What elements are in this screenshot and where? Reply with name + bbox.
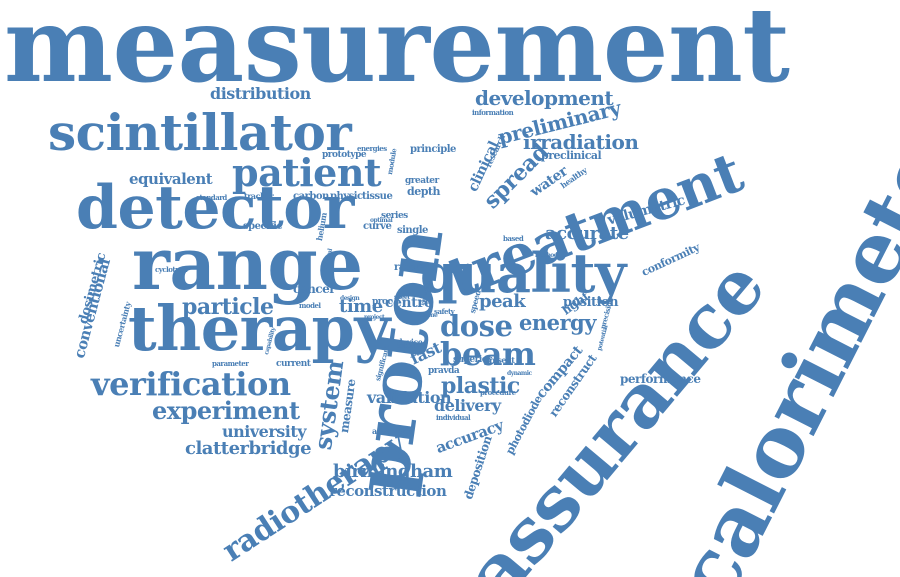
- word-energies: energies: [357, 144, 387, 153]
- word-advantage: advantage: [372, 426, 414, 436]
- word-rate: rate: [394, 262, 415, 273]
- word-individual: individual: [436, 413, 471, 422]
- word-validation: validation: [367, 388, 452, 407]
- word-clatterbridge: clatterbridge: [185, 438, 312, 459]
- word-volume: volume: [416, 312, 438, 319]
- word-safety: safety: [434, 307, 455, 316]
- word-range: range: [132, 221, 363, 306]
- word-time: time: [339, 296, 383, 317]
- word-performance: performance: [620, 372, 701, 386]
- word-tissue: tissue: [362, 191, 393, 202]
- word-method: method: [535, 252, 558, 259]
- word-optimal: optimal: [370, 217, 393, 224]
- word-therapy: therapy: [128, 292, 390, 365]
- word-depth: depth: [407, 185, 440, 198]
- word-information: information: [472, 108, 514, 117]
- word-peak: peak: [479, 291, 526, 312]
- word-parameter: parameter: [212, 359, 249, 368]
- word-design: design: [340, 295, 360, 302]
- word-birmingham: birmingham: [333, 461, 453, 482]
- word-position: position: [563, 295, 619, 310]
- word-proc: proc: [372, 297, 393, 307]
- word-accuracy: accuracy: [433, 416, 506, 458]
- word-detector: detector: [76, 173, 354, 243]
- word-patient: patient: [232, 150, 382, 195]
- word-particle: particle: [182, 294, 274, 320]
- word-centre: centre: [385, 295, 433, 311]
- word-irradiation: irradiation: [523, 130, 639, 154]
- word-plastic: plastic: [441, 373, 520, 399]
- word-dynamic: dynamic: [507, 370, 532, 377]
- word-greater: greater: [405, 176, 439, 186]
- word-university: university: [222, 422, 307, 441]
- word-distribution: distribution: [210, 84, 311, 103]
- word-measurement: measurement: [4, 0, 790, 106]
- word-project: project: [364, 314, 385, 321]
- word-experiment: experiment: [152, 396, 300, 425]
- word-equivalent: equivalent: [129, 170, 213, 188]
- word-preclinical: preclinical: [541, 149, 602, 162]
- word-single: single: [397, 225, 428, 236]
- word-energy: energy: [519, 310, 596, 335]
- word-cyclotron: cyclotron: [155, 265, 188, 274]
- word-superior: superior: [453, 355, 492, 365]
- word-potential: potential: [596, 324, 610, 352]
- word-principle: principle: [410, 144, 456, 155]
- word-scintillator: scintillator: [48, 103, 352, 162]
- word-physic: physic: [330, 191, 363, 202]
- word-sheet: sheet: [394, 294, 410, 301]
- word-based: based: [503, 234, 524, 243]
- word-current: current: [276, 359, 311, 369]
- word-module: module: [385, 148, 399, 176]
- word-beam: beam: [440, 335, 536, 373]
- word-device: device: [397, 337, 423, 347]
- word-procedure: procedure: [480, 388, 516, 397]
- word-output: output: [397, 343, 417, 350]
- word-carbon: carbon: [293, 191, 329, 202]
- word-accurate: accurate: [545, 223, 629, 244]
- word-present: present: [484, 355, 515, 365]
- word-curve: curve: [363, 221, 392, 232]
- word-series: series: [381, 211, 408, 221]
- word-quality: quality: [420, 241, 626, 305]
- word-cancer: cancer: [293, 282, 336, 296]
- word-pravda: pravda: [428, 366, 460, 376]
- word-photodiode: photodiode: [503, 393, 545, 457]
- word-delivery: delivery: [434, 396, 501, 415]
- word-standard: standard: [196, 193, 227, 202]
- word-development: development: [475, 86, 614, 110]
- word-real: real: [417, 263, 429, 270]
- word-tracker: tracker: [244, 191, 274, 201]
- word-model: model: [299, 301, 321, 310]
- word-prototype: prototype: [322, 150, 367, 160]
- word-specific: specific: [243, 221, 283, 232]
- word-verification: verification: [91, 365, 291, 403]
- word-reconstruction: reconstruction: [329, 482, 447, 500]
- word-dose: dose: [440, 309, 513, 343]
